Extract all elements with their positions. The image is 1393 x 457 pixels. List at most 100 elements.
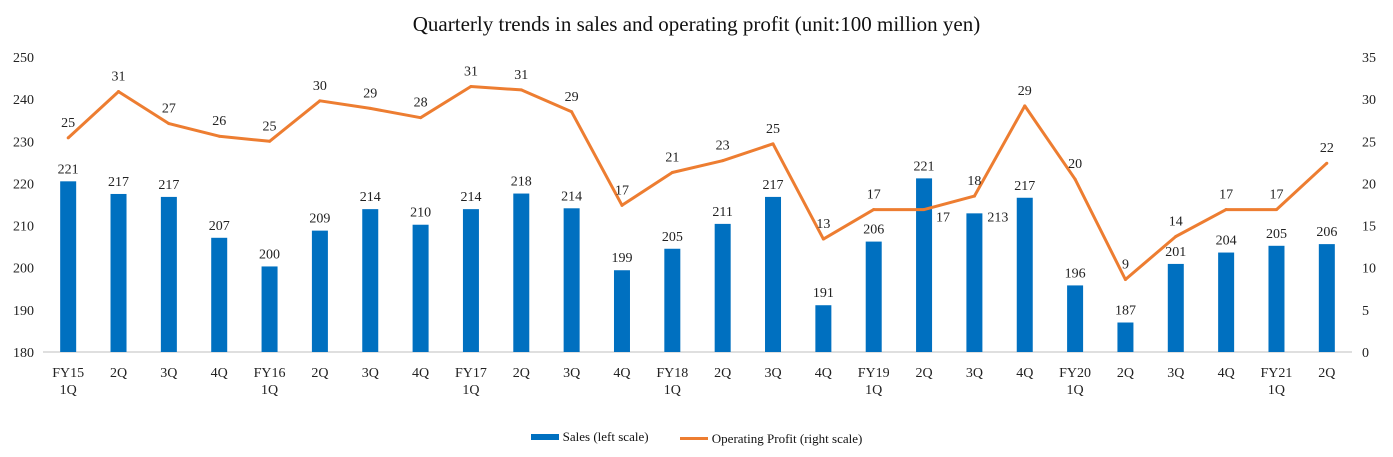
x-tick-label: 2Q <box>110 366 127 381</box>
sales-data-label: 217 <box>1014 179 1035 194</box>
point-operating-profit <box>117 90 121 94</box>
profit-data-label: 17 <box>936 211 950 226</box>
x-tick-label: 2Q <box>513 366 530 381</box>
sales-data-label: 205 <box>1266 227 1287 242</box>
y-left-tick-label: 220 <box>13 177 34 192</box>
legend: Sales (left scale) Operating Profit (rig… <box>0 428 1393 447</box>
line-operating-profit <box>67 85 1328 281</box>
x-tick-label: 4Q <box>1218 366 1235 381</box>
point-operating-profit <box>469 85 473 88</box>
chart-plot: 180 190 200 210 220 230 240 250 0 5 10 15 20 25 30 35 FY… <box>13 51 1376 398</box>
point-operating-profit <box>872 208 876 212</box>
y-right-tick-label: 15 <box>1362 220 1376 235</box>
bar-sales <box>261 266 278 352</box>
x-tick-label: 1Q <box>664 383 681 398</box>
x-tick-label: 2Q <box>1117 366 1134 381</box>
sales-data-label: 217 <box>763 178 784 193</box>
point-operating-profit <box>721 159 725 163</box>
bar-sales <box>311 230 328 352</box>
point-operating-profit <box>217 134 221 138</box>
legend-swatch-sales <box>530 434 559 440</box>
profit-data-label: 31 <box>514 68 528 83</box>
y-left-tick-label: 200 <box>13 262 34 277</box>
profit-data-label: 29 <box>363 86 377 101</box>
y-left-tick-label: 180 <box>13 346 34 361</box>
point-operating-profit <box>368 106 372 110</box>
point-operating-profit <box>821 237 825 241</box>
profit-data-label: 17 <box>867 188 881 203</box>
point-operating-profit <box>620 203 624 207</box>
point-operating-profit <box>771 142 775 146</box>
point-operating-profit <box>268 139 272 143</box>
profit-data-label: 17 <box>615 183 629 198</box>
profit-data-label: 29 <box>565 90 579 105</box>
chart-title: Quarterly trends in sales and operating … <box>412 12 981 36</box>
profit-data-label: 27 <box>162 102 176 117</box>
x-tick-label: 2Q <box>714 366 731 381</box>
profit-data-label: 9 <box>1122 258 1129 273</box>
y-right-tick-label: 20 <box>1362 177 1376 192</box>
sales-data-label: 221 <box>58 162 79 177</box>
bar-sales <box>1218 252 1235 352</box>
bar-sales <box>211 237 228 352</box>
x-tick-label: 1Q <box>1268 383 1285 398</box>
y-left-tick-label: 250 <box>13 51 34 66</box>
profit-data-label: 17 <box>1269 188 1283 203</box>
point-operating-profit <box>570 110 574 114</box>
x-tick-label: 4Q <box>211 366 228 381</box>
bar-sales <box>1016 197 1033 352</box>
legend-item-profit: Operating Profit (right scale) <box>679 431 862 447</box>
y-right-tick-label: 0 <box>1362 346 1369 361</box>
bar-sales <box>1167 263 1184 352</box>
x-tick-label: FY20 <box>1059 366 1091 381</box>
point-operating-profit <box>66 136 70 140</box>
legend-item-sales: Sales (left scale) <box>530 429 649 445</box>
x-tick-label: 1Q <box>1067 383 1084 398</box>
sales-data-label: 206 <box>1316 225 1337 240</box>
axes-layer: 180 190 200 210 220 230 240 250 0 5 10 15 20 25 30 35 FY… <box>13 51 1376 398</box>
bar-sales <box>966 213 983 352</box>
bar-sales <box>613 270 630 352</box>
x-tick-label: 2Q <box>1318 366 1335 381</box>
bar-sales <box>765 196 782 352</box>
x-tick-label: 1Q <box>261 383 278 398</box>
x-tick-label: 3Q <box>563 366 580 381</box>
bar-sales <box>1268 245 1285 352</box>
x-tick-label: 3Q <box>362 366 379 381</box>
profit-data-label: 18 <box>967 174 981 189</box>
sales-data-label: 217 <box>108 175 129 190</box>
point-operating-profit <box>1274 208 1278 212</box>
sales-data-label: 206 <box>863 223 884 238</box>
profit-data-label: 29 <box>1018 84 1032 99</box>
bar-sales <box>664 248 681 352</box>
profit-data-label: 21 <box>665 150 679 165</box>
y-right-tick-label: 5 <box>1362 304 1369 319</box>
sales-data-label: 214 <box>460 190 481 205</box>
point-operating-profit <box>1073 177 1077 181</box>
legend-swatch-profit <box>679 437 708 440</box>
bar-sales <box>1117 322 1134 352</box>
profit-data-label: 31 <box>112 70 126 85</box>
profit-data-label: 25 <box>766 122 780 137</box>
y-left-tick-label: 190 <box>13 304 34 319</box>
legend-label-sales: Sales (left scale) <box>562 429 649 444</box>
point-operating-profit <box>1123 278 1127 282</box>
sales-data-label: 191 <box>813 286 834 301</box>
bars-layer <box>60 178 1335 352</box>
sales-data-label: 218 <box>511 175 532 190</box>
bar-sales <box>916 178 933 352</box>
profit-data-label: 25 <box>61 116 75 131</box>
x-tick-label: 1Q <box>60 383 77 398</box>
sales-data-label: 187 <box>1115 304 1136 319</box>
sales-data-label: 221 <box>914 159 935 174</box>
profit-data-label: 23 <box>716 139 730 154</box>
bar-sales <box>865 241 882 352</box>
sales-data-label: 210 <box>410 206 431 221</box>
x-tick-label: FY16 <box>254 366 286 381</box>
x-tick-label: 1Q <box>865 383 882 398</box>
point-operating-profit <box>167 122 171 126</box>
x-tick-label: FY21 <box>1261 366 1293 381</box>
y-left-tick-label: 230 <box>13 135 34 150</box>
sales-data-label: 204 <box>1216 234 1237 249</box>
